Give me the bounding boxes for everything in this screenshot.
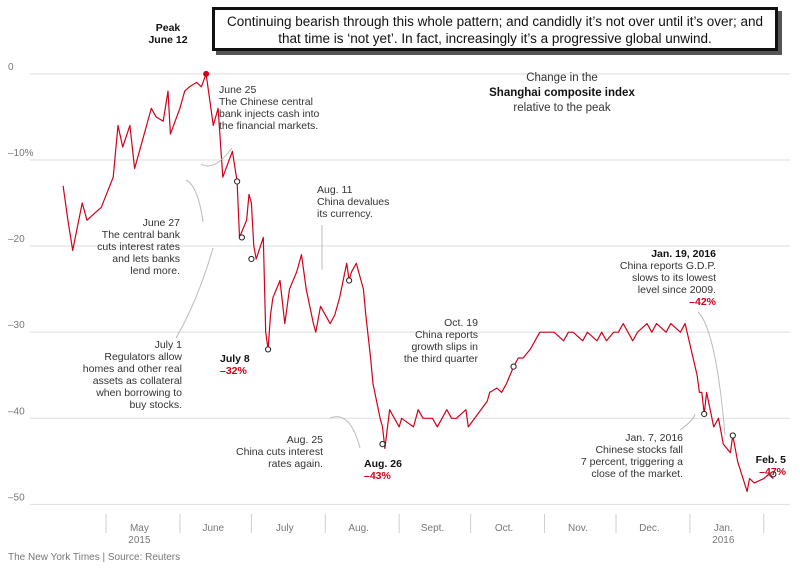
y-tick-label: –40 [8, 406, 25, 417]
chart-title-main: Shanghai composite index [489, 87, 635, 99]
event-marker [248, 255, 255, 263]
annotation-jan7-text: Jan. 7, 2016 [625, 432, 683, 444]
x-tick-year: 2016 [712, 535, 735, 546]
x-tick-label: Sept. [421, 523, 444, 534]
annotation-jan19-text: Jan. 19, 2016 [651, 248, 716, 260]
x-tick-label: Aug. [348, 523, 369, 534]
annotation-jul1-text: homes and other real [83, 363, 182, 375]
annotation-jun25-text: bank injects cash into [219, 108, 320, 120]
annotation-aug26-text: Aug. 26 [364, 458, 402, 470]
event-marker [770, 471, 777, 478]
x-tick-year: 2015 [128, 535, 151, 546]
event-marker [379, 441, 386, 448]
x-tick-label: May [130, 523, 149, 534]
x-tick-label: June [202, 523, 224, 534]
annotation-jan19-text: level since 2009. [638, 284, 716, 296]
annotation-jan7-text: close of the market. [591, 468, 683, 480]
annotation-aug25-text: Aug. 25 [287, 434, 323, 446]
y-tick-label: –30 [8, 320, 25, 331]
annotation-jun27-text: and lets banks [112, 253, 180, 265]
annotation-oct19-text: China reports [415, 329, 478, 341]
event-marker [701, 410, 708, 418]
annotation-oct19-text: growth slips in [411, 341, 478, 353]
annotation-jul1-text: July 1 [155, 339, 183, 351]
annotation-feb5-text: Feb. 5 [756, 454, 787, 466]
annotation-jul1-text: assets as collateral [93, 375, 182, 387]
annotation-leader-line [697, 311, 726, 436]
annotation-leader-line [200, 147, 233, 167]
annotation-jun25-text: the financial markets. [219, 120, 318, 132]
annotation-oct19-text: Oct. 19 [444, 317, 478, 329]
index-series-line [62, 73, 774, 493]
chart-title-line: Change in the [526, 72, 598, 84]
annotation-aug11-text: Aug. 11 [317, 184, 353, 196]
annotation-jun27-text: lend more. [130, 265, 180, 277]
annotation-jan7-text: 7 percent, triggering a [581, 456, 683, 468]
chart-title-line: relative to the peak [513, 102, 610, 114]
annotation-aug26-text: –43% [364, 470, 392, 482]
annotation-jul1-text: when borrowing to [95, 387, 182, 399]
source-credit: The New York Times | Source: Reuters [8, 552, 181, 563]
annotation-leader-line [329, 416, 361, 449]
y-tick-label: –50 [8, 492, 25, 503]
annotation-jan19-text: slows to its lowest [632, 272, 716, 284]
annotation-jul8-text: –32% [220, 365, 248, 377]
event-marker [234, 178, 241, 185]
event-marker [346, 277, 353, 284]
x-tick-label: Jan. [714, 523, 733, 534]
annotation-jul8-text: July 8 [220, 353, 250, 365]
annotation-jun27-text: cuts interest rates [97, 241, 180, 253]
annotation-jan7-text: Chinese stocks fall [595, 444, 683, 456]
annotation-aug11-text: its currency. [317, 208, 373, 220]
annotation-aug11-text: China devalues [317, 196, 389, 208]
event-marker [203, 70, 210, 77]
y-tick-label: 0 [8, 62, 14, 73]
event-marker [729, 432, 736, 439]
annotation-jan19-text: China reports G.D.P. [620, 260, 716, 272]
y-tick-label: –20 [8, 234, 25, 245]
annotation-jun25-text: June 25 [219, 84, 257, 96]
annotation-leader-line [185, 179, 204, 223]
annotation-oct19-text: the third quarter [404, 353, 479, 365]
annotation-leader-line [679, 413, 696, 431]
annotation-jun27-text: June 27 [143, 217, 181, 229]
annotation-jun25-text: The Chinese central [219, 96, 313, 108]
event-marker [264, 346, 272, 353]
x-tick-label: Dec. [639, 523, 660, 534]
annotation-feb5-text: –47% [759, 466, 787, 478]
callout-box: Continuing bearish through this whole pa… [212, 7, 778, 51]
event-marker [238, 234, 245, 241]
event-marker [510, 363, 517, 370]
annotation-jul1-text: Regulators allow [104, 351, 182, 363]
annotation-jan19-text: –42% [689, 296, 717, 308]
annotation-peak-text: Peak [156, 22, 181, 34]
x-tick-label: July [276, 523, 294, 534]
annotation-peak-text: June 12 [148, 34, 187, 46]
x-tick-label: Nov. [568, 523, 588, 534]
x-tick-label: Oct. [495, 523, 513, 534]
annotation-aug25-text: rates again. [268, 458, 323, 470]
annotation-jul1-text: buy stocks. [129, 399, 182, 411]
annotation-aug25-text: China cuts interest [236, 446, 323, 458]
annotation-leader-line [175, 247, 214, 339]
y-tick-label: –10% [8, 148, 34, 159]
annotation-jun27-text: The central bank [102, 229, 181, 241]
callout-text: Continuing bearish through this whole pa… [226, 14, 764, 46]
